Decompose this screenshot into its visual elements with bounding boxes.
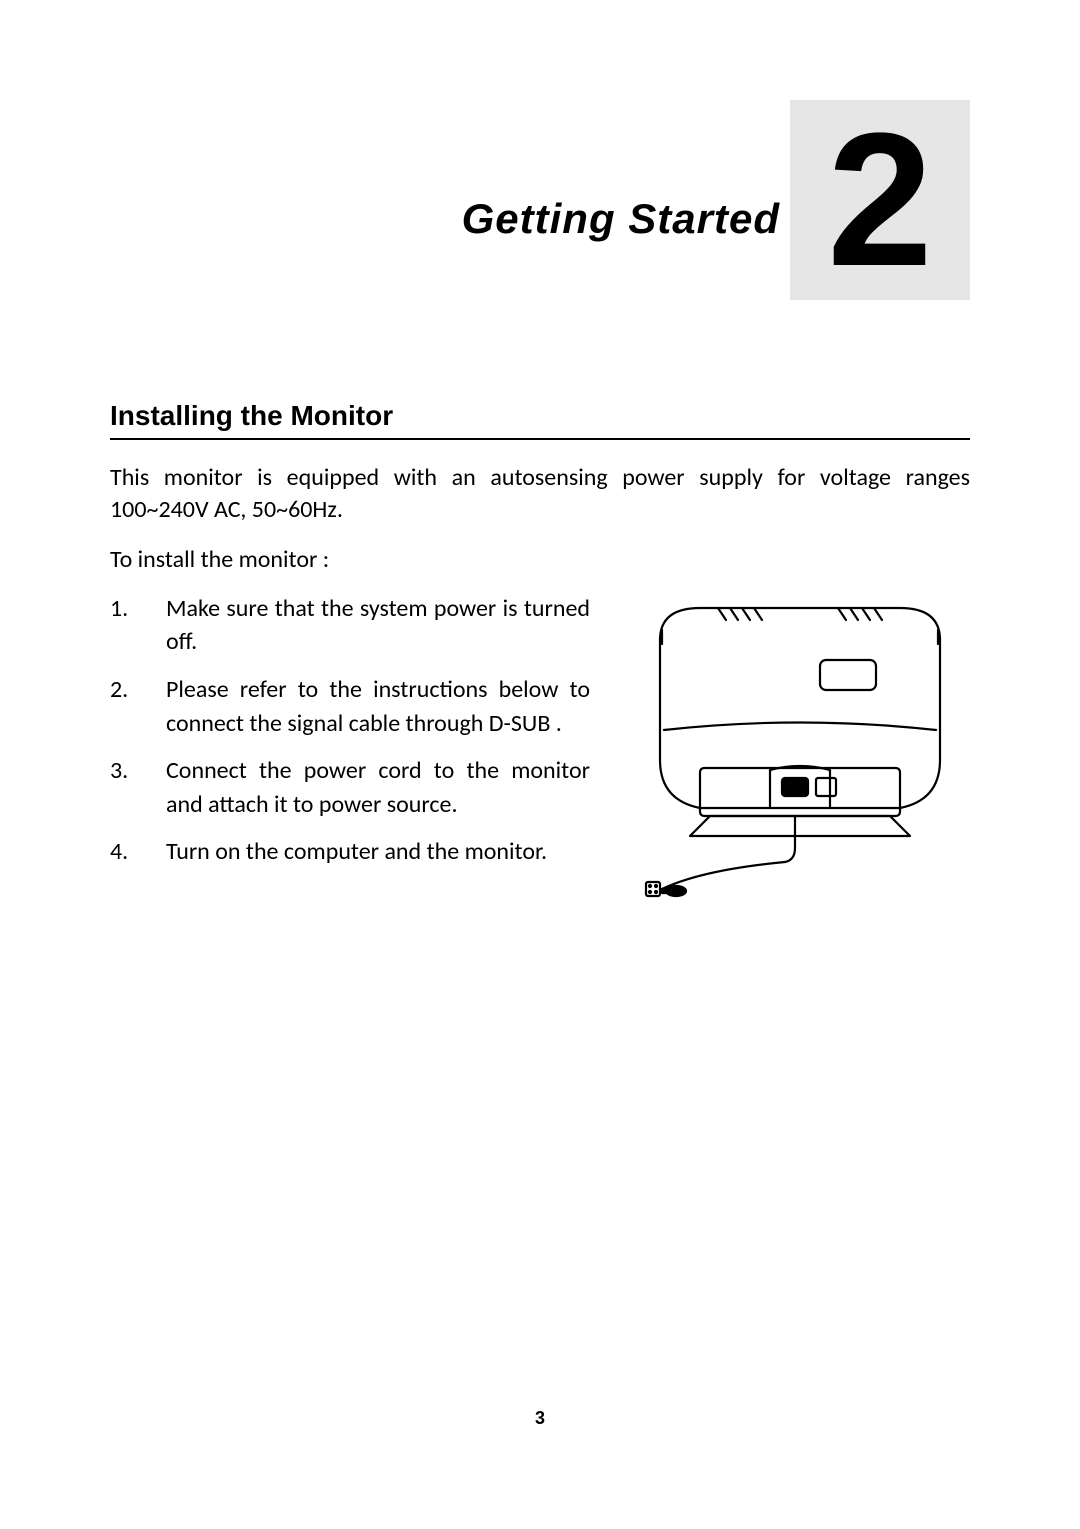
intro-paragraph: This monitor is equipped with an autosen…: [110, 462, 970, 527]
steps-column: Make sure that the system power is turne…: [110, 592, 590, 910]
page-number: 3: [0, 1408, 1080, 1429]
lead-line: To install the monitor :: [110, 545, 970, 574]
chapter-number: 2: [827, 105, 933, 295]
step-item: Please refer to the instructions below t…: [110, 673, 590, 740]
figure-column: [630, 592, 970, 910]
step-item: Turn on the computer and the monitor.: [110, 835, 590, 869]
chapter-header: Getting Started 2: [110, 100, 970, 300]
step-item: Connect the power cord to the monitor an…: [110, 754, 590, 821]
chapter-number-box: 2: [790, 100, 970, 300]
steps-list: Make sure that the system power is turne…: [110, 592, 590, 869]
step-item: Make sure that the system power is turne…: [110, 592, 590, 659]
chapter-title: Getting Started: [462, 195, 780, 243]
manual-page: Getting Started 2 Installing the Monitor…: [0, 0, 1080, 1529]
content-row: Make sure that the system power is turne…: [110, 592, 970, 910]
section-heading: Installing the Monitor: [110, 400, 970, 440]
monitor-diagram-icon: [640, 600, 960, 910]
